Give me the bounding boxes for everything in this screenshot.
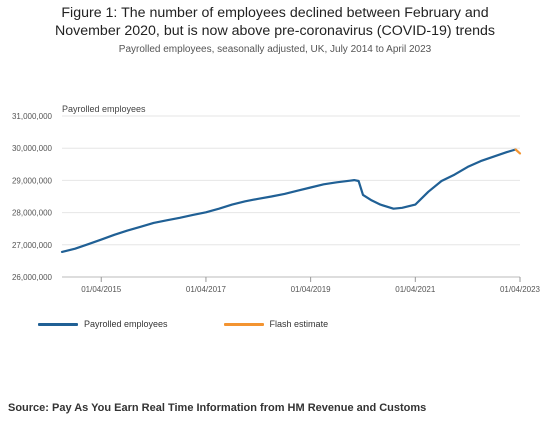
x-tick-label: 01/04/2023: [500, 285, 541, 294]
legend-label: Flash estimate: [269, 319, 329, 329]
x-tick-label: 01/04/2019: [291, 285, 332, 294]
legend-item: Flash estimate: [223, 319, 329, 329]
y-tick-label: 28,000,000: [12, 209, 53, 218]
y-tick-label: 29,000,000: [12, 176, 53, 185]
payrolled-employees-line: [60, 148, 517, 253]
legend-swatch: [38, 322, 78, 326]
legend-label: Payrolled employees: [84, 319, 168, 329]
y-tick-label: 31,000,000: [12, 112, 53, 121]
y-axis-label: Payrolled employees: [62, 104, 146, 114]
x-tick-label: 01/04/2015: [81, 285, 122, 294]
legend-swatch: [223, 322, 264, 326]
chart-title: Figure 1: The number of employees declin…: [0, 4, 550, 40]
chart-subtitle: Payrolled employees, seasonally adjusted…: [118, 44, 432, 55]
legend: Payrolled employees Flash estimate: [38, 319, 384, 329]
x-tick-label: 01/04/2021: [395, 285, 436, 294]
chart-title-line-2: November 2020, but is now above pre-coro…: [54, 23, 495, 39]
flash-estimate-line: [514, 148, 522, 155]
y-tick-label: 26,000,000: [12, 273, 53, 282]
y-tick-label: 27,000,000: [12, 241, 53, 250]
source-note: Source: Pay As You Earn Real Time Inform…: [8, 402, 427, 414]
legend-item: Payrolled employees: [38, 319, 168, 329]
x-tick-label: 01/04/2017: [186, 285, 227, 294]
y-tick-label: 30,000,000: [12, 144, 53, 153]
chart-title-line-1: Figure 1: The number of employees declin…: [61, 5, 489, 21]
